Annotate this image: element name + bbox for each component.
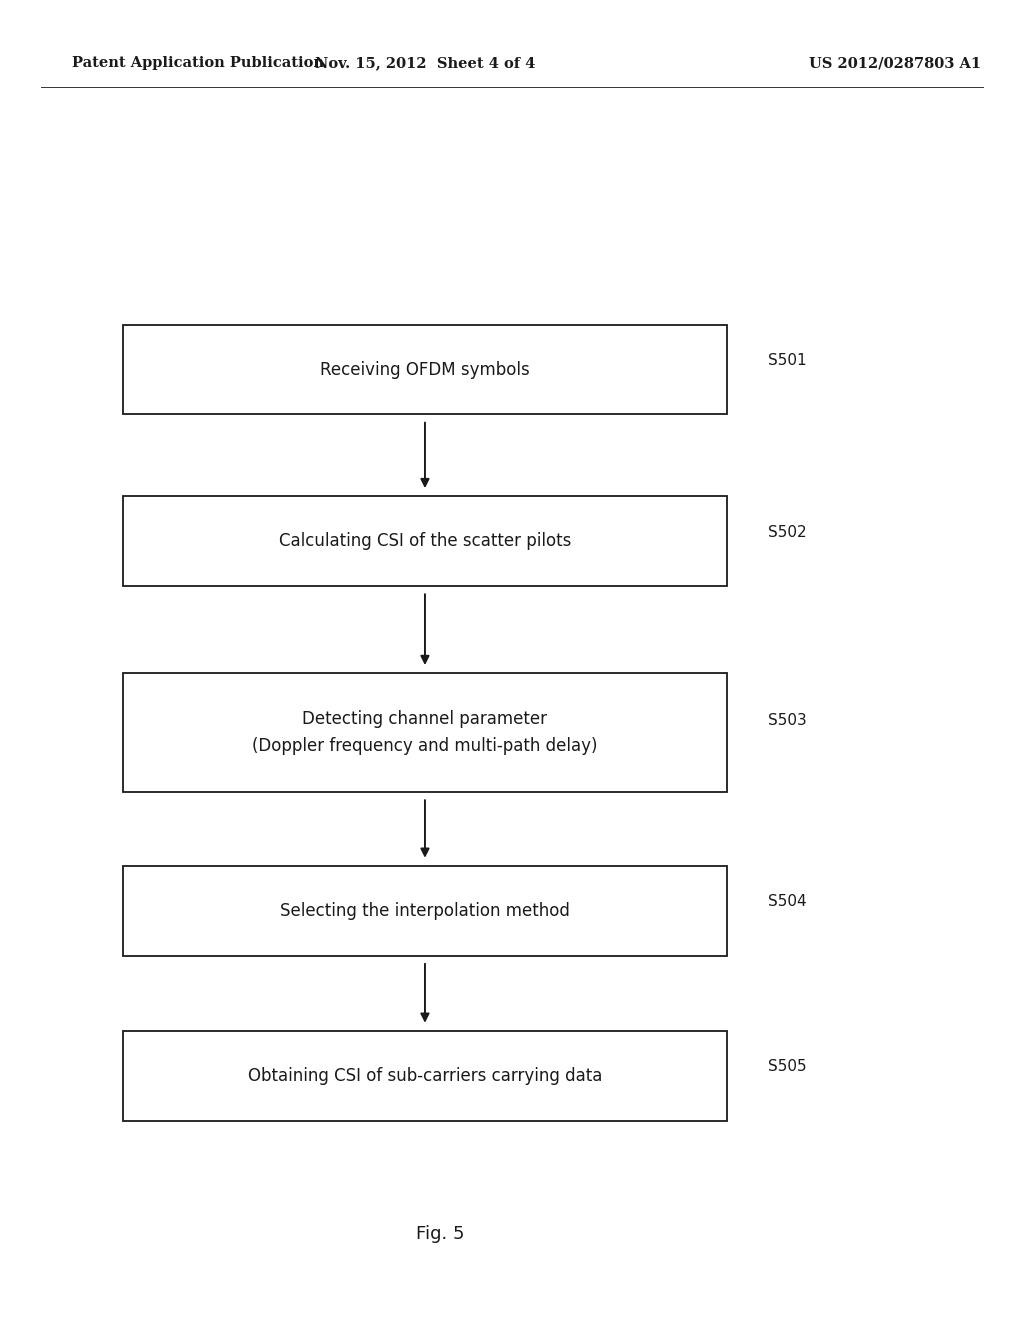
Text: S503: S503 bbox=[768, 713, 807, 729]
Text: Patent Application Publication: Patent Application Publication bbox=[72, 57, 324, 70]
Text: Calculating CSI of the scatter pilots: Calculating CSI of the scatter pilots bbox=[279, 532, 571, 550]
Text: Fig. 5: Fig. 5 bbox=[416, 1225, 465, 1243]
Bar bbox=[123, 496, 727, 586]
Bar bbox=[123, 673, 727, 792]
Bar bbox=[123, 325, 727, 414]
Text: Selecting the interpolation method: Selecting the interpolation method bbox=[280, 902, 570, 920]
Text: Receiving OFDM symbols: Receiving OFDM symbols bbox=[321, 360, 529, 379]
Text: S502: S502 bbox=[768, 525, 807, 540]
Bar bbox=[123, 1031, 727, 1121]
Text: Obtaining CSI of sub-carriers carrying data: Obtaining CSI of sub-carriers carrying d… bbox=[248, 1067, 602, 1085]
Text: US 2012/0287803 A1: US 2012/0287803 A1 bbox=[809, 57, 981, 70]
Text: S505: S505 bbox=[768, 1060, 807, 1074]
Text: S501: S501 bbox=[768, 354, 807, 368]
Text: S504: S504 bbox=[768, 895, 807, 909]
Bar bbox=[123, 866, 727, 956]
Text: Detecting channel parameter
(Doppler frequency and multi-path delay): Detecting channel parameter (Doppler fre… bbox=[252, 710, 598, 755]
Text: Nov. 15, 2012  Sheet 4 of 4: Nov. 15, 2012 Sheet 4 of 4 bbox=[314, 57, 536, 70]
